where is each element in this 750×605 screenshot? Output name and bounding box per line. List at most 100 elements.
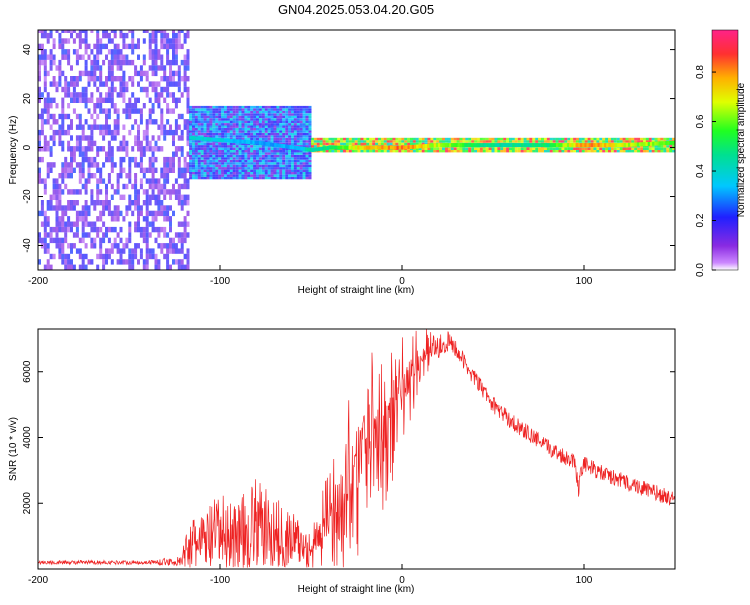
spectrogram-cell bbox=[116, 124, 120, 130]
spectrogram-cell bbox=[235, 162, 239, 165]
spectrogram-cell bbox=[212, 125, 216, 128]
spectrogram-cell bbox=[296, 130, 300, 133]
spectrogram-cell bbox=[221, 110, 225, 114]
spectrogram-cell bbox=[212, 135, 216, 138]
spectrogram-cell bbox=[163, 210, 167, 217]
spectrogram-cell bbox=[235, 167, 239, 170]
spectrogram-cell bbox=[160, 200, 164, 206]
spectrogram-cell bbox=[308, 164, 312, 168]
spectrogram-cell bbox=[258, 108, 262, 111]
spectrogram-cell bbox=[221, 147, 225, 150]
spectrogram-cell bbox=[226, 123, 230, 126]
spectrogram-cell bbox=[276, 152, 280, 155]
spectrogram-cell bbox=[177, 189, 181, 195]
spectrogram-cell bbox=[273, 108, 277, 111]
spectrogram-cell bbox=[183, 76, 187, 82]
spectrogram-cell bbox=[78, 140, 82, 147]
spectrogram-cell bbox=[84, 59, 88, 66]
spectrogram-cell bbox=[209, 169, 213, 172]
spectrogram-cell bbox=[296, 120, 300, 123]
spectrogram-cell bbox=[145, 253, 149, 260]
spectrogram-cell bbox=[172, 54, 175, 60]
spectrogram-cell bbox=[55, 205, 59, 211]
spectrogram-cell bbox=[285, 130, 289, 133]
spectrogram-cell bbox=[288, 123, 292, 126]
spectrogram-cell bbox=[93, 65, 97, 71]
spectrogram-cell bbox=[203, 110, 207, 114]
spectrogram-cell bbox=[238, 159, 242, 163]
spectrogram-cell bbox=[267, 120, 271, 123]
spectrogram-cell bbox=[282, 154, 286, 158]
spectrogram-cell bbox=[180, 92, 184, 98]
spectrogram-cell bbox=[445, 147, 448, 150]
spectrogram-cell bbox=[61, 113, 65, 120]
spectrogram-cell bbox=[273, 118, 277, 121]
spectrogram-cell bbox=[197, 174, 201, 177]
spectrogram-ridge-cell bbox=[671, 140, 675, 145]
spectrogram-ridge-cell bbox=[649, 141, 653, 146]
spectrogram-cell bbox=[209, 159, 213, 163]
spectrogram-cell bbox=[247, 137, 251, 141]
spectrogram-cell bbox=[122, 43, 126, 50]
spectrogram-cell bbox=[640, 137, 644, 141]
spectrogram-cell bbox=[224, 115, 227, 119]
spectrogram-cell bbox=[38, 43, 41, 50]
spectrogram-cell bbox=[110, 65, 114, 71]
spectrogram-cell bbox=[302, 167, 306, 170]
spectrogram-cell bbox=[206, 172, 210, 175]
spectrogram-cell bbox=[84, 210, 88, 217]
spectrogram-cell bbox=[404, 140, 408, 143]
spectrogram-cell bbox=[235, 120, 239, 123]
spectrogram-cell bbox=[96, 194, 100, 200]
spectrogram-ridge-cell bbox=[488, 143, 491, 148]
spectrogram-ridge-cell bbox=[331, 145, 334, 150]
spectrogram-cell bbox=[116, 146, 120, 152]
spectrogram-ridge-cell bbox=[475, 143, 478, 148]
spectrogram-cell bbox=[70, 76, 73, 82]
spectrogram-ridge-cell bbox=[435, 143, 439, 148]
spectrogram-cell bbox=[110, 59, 114, 66]
spectrogram-cell bbox=[392, 137, 396, 141]
spectrogram-cell bbox=[160, 173, 164, 179]
spectrogram-cell bbox=[96, 113, 100, 120]
spectrogram-cell bbox=[75, 162, 79, 168]
spectrogram-cell bbox=[61, 205, 65, 211]
spectrogram-cell bbox=[81, 70, 85, 77]
spectrogram-cell bbox=[64, 167, 68, 173]
spectrogram-ridge-cell bbox=[529, 143, 533, 148]
spectrogram-cell bbox=[55, 119, 59, 125]
spectrogram-ridge-cell bbox=[597, 143, 600, 148]
spectrogram-cell bbox=[180, 205, 184, 211]
spectrogram-cell bbox=[107, 205, 111, 211]
spectrogram-cell bbox=[253, 169, 257, 172]
spectrogram-cell bbox=[302, 174, 306, 177]
spectrogram-cell bbox=[291, 152, 294, 155]
spectrogram-cell bbox=[267, 157, 271, 160]
spectrogram-cell bbox=[163, 173, 167, 179]
spectrogram-cell bbox=[343, 140, 346, 143]
spectrogram-ridge-cell bbox=[263, 141, 266, 146]
spectrogram-cell bbox=[514, 147, 518, 150]
spectrogram-cell bbox=[180, 30, 184, 33]
spectrogram-ridge-cell bbox=[451, 143, 454, 148]
spectrogram-cell bbox=[43, 81, 47, 87]
spectrogram-cell bbox=[546, 137, 550, 141]
spectrogram-cell bbox=[398, 140, 402, 143]
spectrogram-cell bbox=[258, 123, 262, 126]
spectrogram-cell bbox=[102, 135, 106, 141]
spectrogram-cell bbox=[163, 124, 167, 130]
spectrogram-cell bbox=[151, 194, 155, 200]
spectrogram-cell bbox=[122, 86, 126, 93]
spectrogram-cell bbox=[189, 154, 193, 158]
spectrogram-cell bbox=[291, 108, 294, 111]
spectrogram-cell bbox=[221, 130, 225, 133]
spectrogram-cell bbox=[189, 123, 193, 126]
spectrogram-cell bbox=[172, 49, 175, 55]
spectrogram-cell bbox=[43, 178, 47, 184]
spectrogram-cell bbox=[282, 172, 286, 175]
spectrogram-cell bbox=[494, 147, 498, 150]
spectrogram-cell bbox=[105, 81, 108, 87]
spectrogram-cell bbox=[256, 162, 259, 165]
spectrogram-cell bbox=[38, 113, 41, 120]
spectrogram-cell bbox=[131, 200, 135, 206]
